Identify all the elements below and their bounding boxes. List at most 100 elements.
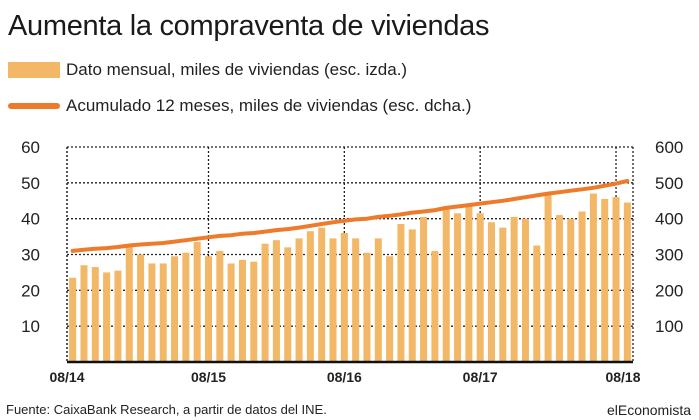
line-point xyxy=(207,236,210,239)
bar xyxy=(261,243,269,362)
line-point xyxy=(569,189,572,192)
y-left-tick-label: 30 xyxy=(21,246,40,265)
bar xyxy=(578,211,586,362)
line-point xyxy=(332,221,334,224)
line-point xyxy=(219,235,221,237)
bar xyxy=(442,207,450,362)
bar xyxy=(420,216,428,362)
line-point xyxy=(592,187,595,189)
line-point xyxy=(366,217,368,220)
line-point xyxy=(468,204,470,206)
y-right-tick-label: 300 xyxy=(655,246,683,265)
line-point xyxy=(456,205,459,208)
y-left-tick-label: 50 xyxy=(21,174,40,193)
bar xyxy=(272,240,280,362)
bar xyxy=(216,250,224,362)
bar xyxy=(567,218,575,362)
y-right-tick-label: 400 xyxy=(655,210,683,229)
line-point xyxy=(230,234,232,236)
line-point xyxy=(377,216,380,218)
line-point xyxy=(445,207,448,209)
bar xyxy=(329,238,337,362)
line-point xyxy=(343,220,346,222)
bar xyxy=(318,227,326,362)
bar xyxy=(555,215,563,362)
bar xyxy=(589,193,597,362)
line-point xyxy=(151,242,153,245)
line-point xyxy=(513,198,515,200)
bar xyxy=(397,224,405,362)
bar xyxy=(295,238,303,362)
bar xyxy=(521,218,529,362)
bar xyxy=(80,265,88,362)
y-right-tick-label: 200 xyxy=(655,281,683,300)
bar xyxy=(193,241,201,362)
line-point xyxy=(139,243,142,246)
line-point xyxy=(83,249,85,251)
line-point xyxy=(479,202,481,205)
y-left-tick-label: 20 xyxy=(21,281,40,300)
line-point xyxy=(603,184,606,187)
x-tick-label: 08/18 xyxy=(605,369,640,385)
line-point xyxy=(173,240,176,243)
bar xyxy=(601,198,609,362)
line-point xyxy=(162,242,165,244)
line-point xyxy=(309,225,312,227)
legend-bar-swatch xyxy=(8,62,60,78)
line-point xyxy=(264,230,266,233)
legend-bar-label: Dato mensual, miles de viviendas (esc. i… xyxy=(66,60,408,79)
bar xyxy=(352,238,360,362)
bar xyxy=(182,252,190,362)
line-point xyxy=(490,201,493,203)
line-point xyxy=(241,232,244,235)
y-left-tick-label: 10 xyxy=(21,317,40,336)
source-note: Fuente: CaixaBank Research, a partir de … xyxy=(6,402,327,417)
line-point xyxy=(547,192,549,195)
bar xyxy=(431,250,439,362)
line-point xyxy=(388,215,391,217)
legend-line-swatch xyxy=(8,103,60,109)
bar xyxy=(363,252,371,362)
line-point xyxy=(434,209,436,211)
line-point xyxy=(286,228,289,230)
bar xyxy=(91,267,99,362)
y-right-tick-label: 500 xyxy=(655,174,683,193)
x-tick-label: 08/16 xyxy=(327,369,362,385)
line-point xyxy=(524,196,527,198)
bar xyxy=(623,202,631,362)
bar xyxy=(238,259,246,362)
line-point xyxy=(275,229,278,231)
bar xyxy=(69,277,77,362)
y-right-tick-label: 100 xyxy=(655,317,683,336)
line-point xyxy=(558,191,561,193)
bar xyxy=(114,270,122,362)
bar xyxy=(227,263,235,362)
y-right-tick-label: 600 xyxy=(655,138,683,157)
line-series-path xyxy=(70,179,630,253)
bar xyxy=(159,263,167,362)
line-point xyxy=(117,246,119,248)
bar xyxy=(250,261,258,362)
line-point xyxy=(298,226,300,229)
line-point xyxy=(615,182,617,185)
legend-item-bars: Dato mensual, miles de viviendas (esc. i… xyxy=(8,60,407,80)
line-point xyxy=(422,210,425,213)
y-left-tick-label: 40 xyxy=(21,210,40,229)
bar xyxy=(171,256,179,362)
line-point xyxy=(626,180,629,182)
bar xyxy=(374,238,382,362)
line-point xyxy=(128,244,131,247)
bar xyxy=(499,227,507,362)
legend-line-label: Acumulado 12 meses, miles de viviendas (… xyxy=(66,96,472,115)
bar xyxy=(533,245,541,362)
chart-title: Aumenta la compraventa de viviendas xyxy=(8,10,490,42)
bar xyxy=(340,233,348,362)
line-point xyxy=(196,237,198,240)
legend-item-line: Acumulado 12 meses, miles de viviendas (… xyxy=(8,96,471,116)
brand-logo: elEconomista xyxy=(606,402,691,418)
x-tick-label: 08/14 xyxy=(49,369,84,385)
line-point xyxy=(105,247,108,249)
line-point xyxy=(502,199,504,202)
bar xyxy=(454,213,462,362)
line-point xyxy=(354,218,357,221)
